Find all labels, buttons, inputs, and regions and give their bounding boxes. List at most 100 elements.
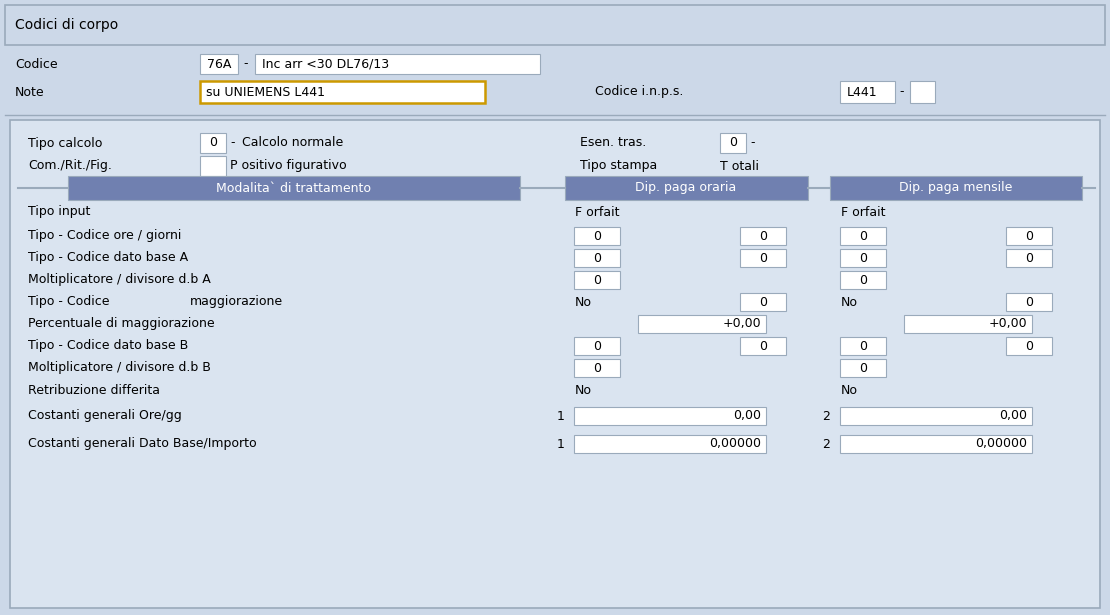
Text: 0: 0 [859, 229, 867, 242]
Bar [840, 337, 886, 355]
Text: Tipo - Codice: Tipo - Codice [28, 295, 110, 309]
Bar [840, 435, 1032, 453]
Text: No: No [575, 295, 592, 309]
Bar [255, 54, 539, 74]
Text: 0: 0 [759, 295, 767, 309]
Text: 0: 0 [1025, 229, 1033, 242]
Text: 0: 0 [593, 229, 601, 242]
Bar [565, 176, 808, 200]
Text: 0,00: 0,00 [733, 410, 761, 423]
Bar [574, 359, 620, 377]
Text: Codice: Codice [16, 57, 58, 71]
Text: -: - [750, 137, 755, 149]
Bar [10, 120, 1100, 608]
Text: 0: 0 [1025, 339, 1033, 352]
Text: No: No [575, 384, 592, 397]
Bar [200, 81, 485, 103]
Text: 2: 2 [823, 410, 830, 423]
Text: Tipo - Codice dato base B: Tipo - Codice dato base B [28, 339, 189, 352]
Text: Tipo input: Tipo input [28, 205, 90, 218]
Text: 0: 0 [1025, 295, 1033, 309]
Bar [574, 249, 620, 267]
Text: Tipo - Codice ore / giorni: Tipo - Codice ore / giorni [28, 229, 181, 242]
Text: Tipo stampa: Tipo stampa [581, 159, 657, 172]
Text: +0,00: +0,00 [988, 317, 1027, 330]
Bar [840, 81, 895, 103]
Text: 1: 1 [557, 410, 565, 423]
Text: Modalita` di trattamento: Modalita` di trattamento [216, 181, 372, 194]
Text: 1: 1 [557, 437, 565, 451]
Text: 0: 0 [209, 137, 216, 149]
Text: 0,00: 0,00 [999, 410, 1027, 423]
Text: su UNIEMENS L441: su UNIEMENS L441 [206, 85, 325, 98]
Text: P ositivo figurativo: P ositivo figurativo [230, 159, 346, 172]
Text: 0: 0 [729, 137, 737, 149]
Bar [740, 227, 786, 245]
Text: 0: 0 [593, 362, 601, 375]
Bar [200, 156, 226, 176]
Bar [1006, 249, 1052, 267]
Text: Moltiplicatore / divisore d.b A: Moltiplicatore / divisore d.b A [28, 274, 211, 287]
Bar [904, 315, 1032, 333]
Bar [840, 407, 1032, 425]
Text: Moltiplicatore / divisore d.b B: Moltiplicatore / divisore d.b B [28, 362, 211, 375]
Bar [1006, 337, 1052, 355]
Bar [574, 337, 620, 355]
Text: T otali: T otali [720, 159, 759, 172]
Bar [740, 337, 786, 355]
Text: 0: 0 [593, 252, 601, 264]
Text: No: No [841, 384, 858, 397]
Bar [200, 54, 238, 74]
Text: Costanti generali Ore/gg: Costanti generali Ore/gg [28, 410, 182, 423]
Text: 2: 2 [823, 437, 830, 451]
Bar [6, 5, 1104, 45]
Text: Retribuzione differita: Retribuzione differita [28, 384, 160, 397]
Text: Percentuale di maggiorazione: Percentuale di maggiorazione [28, 317, 214, 330]
Text: Esen. tras.: Esen. tras. [581, 137, 646, 149]
Text: F orfait: F orfait [841, 205, 886, 218]
Bar [720, 133, 746, 153]
Text: Tipo - Codice dato base A: Tipo - Codice dato base A [28, 252, 188, 264]
Text: 0: 0 [759, 229, 767, 242]
Bar [574, 407, 766, 425]
Text: 0: 0 [859, 362, 867, 375]
Bar [740, 293, 786, 311]
Text: 0,00000: 0,00000 [975, 437, 1027, 451]
Bar [830, 176, 1082, 200]
Text: 76A: 76A [206, 57, 231, 71]
Text: Note: Note [16, 85, 44, 98]
Text: Inc arr <30 DL76/13: Inc arr <30 DL76/13 [262, 57, 390, 71]
Text: 0: 0 [593, 339, 601, 352]
Bar [840, 359, 886, 377]
Text: Com./Rit./Fig.: Com./Rit./Fig. [28, 159, 112, 172]
Text: F orfait: F orfait [575, 205, 619, 218]
Text: 0: 0 [759, 339, 767, 352]
Text: Costanti generali Dato Base/Importo: Costanti generali Dato Base/Importo [28, 437, 256, 451]
Text: -: - [230, 137, 234, 149]
Bar [840, 249, 886, 267]
Text: +0,00: +0,00 [723, 317, 761, 330]
Text: 0,00000: 0,00000 [709, 437, 761, 451]
Text: Dip. paga oraria: Dip. paga oraria [635, 181, 737, 194]
Bar [638, 315, 766, 333]
Text: No: No [841, 295, 858, 309]
Text: -: - [243, 57, 248, 71]
Text: 0: 0 [859, 252, 867, 264]
Text: 0: 0 [859, 274, 867, 287]
Text: Tipo calcolo: Tipo calcolo [28, 137, 102, 149]
Text: Dip. paga mensile: Dip. paga mensile [899, 181, 1012, 194]
Text: maggiorazione: maggiorazione [190, 295, 283, 309]
Bar [740, 249, 786, 267]
Bar [200, 133, 226, 153]
Text: L441: L441 [847, 85, 878, 98]
Bar [840, 271, 886, 289]
Text: 0: 0 [759, 252, 767, 264]
Text: Codice i.n.p.s.: Codice i.n.p.s. [595, 85, 684, 98]
Bar [574, 227, 620, 245]
Bar [574, 271, 620, 289]
Text: -: - [899, 85, 904, 98]
Bar [68, 176, 519, 200]
Text: Calcolo normale: Calcolo normale [242, 137, 343, 149]
Bar [840, 227, 886, 245]
Bar [1006, 227, 1052, 245]
